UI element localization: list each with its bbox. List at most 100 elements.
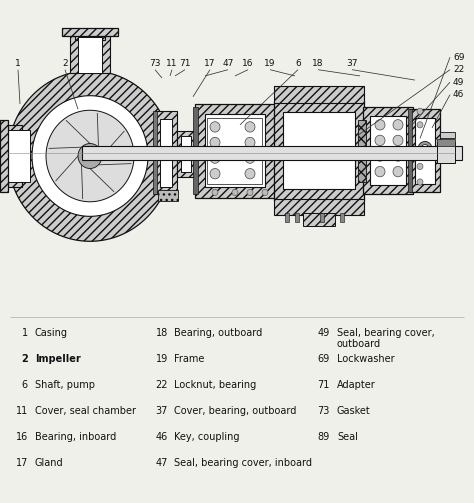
Circle shape [375,135,385,145]
Circle shape [245,137,255,148]
Circle shape [245,122,255,132]
Text: 22: 22 [453,65,464,74]
Circle shape [393,135,403,145]
Text: Casing: Casing [35,328,68,338]
Bar [158,190,178,201]
Text: 49: 49 [318,328,330,338]
Circle shape [232,189,238,196]
Bar [295,213,299,221]
Circle shape [421,144,429,153]
Circle shape [247,189,253,196]
Text: 11: 11 [166,59,178,67]
Bar [408,109,412,193]
Text: 47: 47 [155,458,168,468]
Text: Lockwasher: Lockwasher [337,354,395,364]
Bar [82,145,462,160]
Text: Cover, bearing, outboard: Cover, bearing, outboard [174,406,296,416]
Text: 2: 2 [21,354,28,364]
Bar [437,139,455,145]
Text: 1: 1 [15,59,21,67]
Bar [177,131,195,177]
Text: 89: 89 [318,432,330,442]
Text: 37: 37 [346,59,358,67]
Bar [207,118,262,184]
Bar [274,87,364,103]
Text: 22: 22 [155,380,168,390]
Text: Seal: Seal [337,432,358,442]
Bar [274,199,364,215]
Text: Gasket: Gasket [337,406,371,416]
Text: 6: 6 [295,59,301,67]
Text: 16: 16 [16,432,28,442]
Text: Cover, seal chamber: Cover, seal chamber [35,406,136,416]
Bar [274,101,364,201]
Text: Seal, bearing cover, inboard: Seal, bearing cover, inboard [174,458,312,468]
Circle shape [375,120,385,130]
Bar [75,32,105,40]
Circle shape [418,141,432,156]
Bar [437,142,455,163]
Text: 6: 6 [22,380,28,390]
Circle shape [210,137,220,148]
Circle shape [210,153,220,163]
Text: 1: 1 [22,328,28,338]
Circle shape [393,166,403,177]
Circle shape [417,179,423,185]
Bar [410,109,440,193]
Circle shape [245,153,255,163]
Circle shape [417,163,423,170]
Bar [155,111,177,195]
Text: 49: 49 [453,77,465,87]
Polygon shape [8,71,172,241]
Bar [153,111,157,195]
Text: Impeller: Impeller [35,354,81,364]
Text: 47: 47 [222,59,234,67]
Bar [340,213,344,221]
Text: Frame: Frame [174,354,204,364]
Text: 37: 37 [155,406,168,416]
Circle shape [375,151,385,161]
Circle shape [262,189,268,196]
Text: 18: 18 [156,328,168,338]
Text: 73: 73 [149,59,161,67]
Text: Bearing, outboard: Bearing, outboard [174,328,262,338]
Circle shape [245,169,255,179]
Text: 71: 71 [179,59,191,67]
Text: 69: 69 [453,53,465,62]
Circle shape [375,166,385,177]
Polygon shape [32,96,148,216]
Text: Bearing, inboard: Bearing, inboard [35,432,116,442]
Bar [205,114,265,187]
Text: 17: 17 [204,59,216,67]
Bar [370,117,406,185]
Circle shape [417,122,423,128]
Text: 46: 46 [453,90,465,99]
Bar [0,125,22,187]
Circle shape [78,143,102,169]
Text: 73: 73 [318,406,330,416]
Bar [303,213,335,226]
Bar [78,37,102,73]
Text: Shaft, pump: Shaft, pump [35,380,95,390]
Text: Seal, bearing cover,
outboard: Seal, bearing cover, outboard [337,328,435,350]
Bar [193,107,198,195]
Bar [440,132,455,138]
Text: 17: 17 [16,458,28,468]
Circle shape [212,189,218,196]
Bar [283,112,355,189]
Circle shape [393,151,403,161]
Bar [358,120,366,182]
Text: 71: 71 [318,380,330,390]
Circle shape [393,120,403,130]
Text: 11: 11 [16,406,28,416]
Bar [62,28,118,36]
Bar [70,36,110,73]
Circle shape [210,169,220,179]
Bar [363,107,413,195]
Bar [160,119,172,187]
Bar [415,118,435,184]
Bar [320,213,324,221]
Text: 19: 19 [156,354,168,364]
Text: 16: 16 [242,59,254,67]
Text: Adapter: Adapter [337,380,376,390]
